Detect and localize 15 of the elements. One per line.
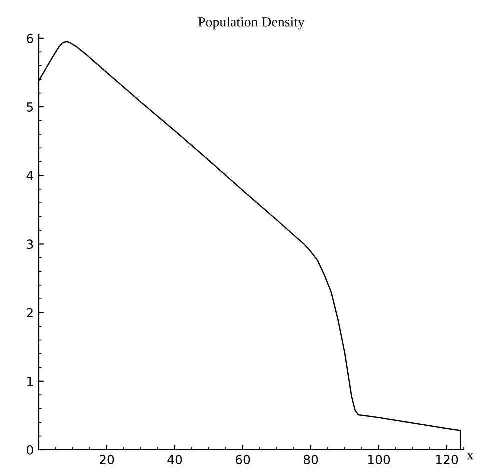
- y-tick-label: 0: [27, 445, 34, 455]
- y-tick-label: 2: [27, 308, 33, 318]
- y-tick-label: 4: [26, 171, 34, 180]
- x-tick-label: 60: [236, 455, 250, 465]
- x-axis-title: x: [467, 453, 474, 460]
- y-tick-label: 5: [27, 102, 34, 112]
- y-tick-label: 3: [27, 240, 34, 250]
- x-tick-label: 80: [304, 455, 318, 465]
- chart-title: Population Density: [198, 17, 305, 30]
- x-tick-label: 40: [168, 455, 182, 465]
- x-tick-label: 120: [436, 455, 458, 465]
- x-tick-label: 20: [100, 455, 114, 465]
- y-tick-label: 6: [27, 34, 34, 44]
- x-tick-label: 100: [368, 455, 390, 465]
- y-tick-label: 1: [28, 377, 33, 386]
